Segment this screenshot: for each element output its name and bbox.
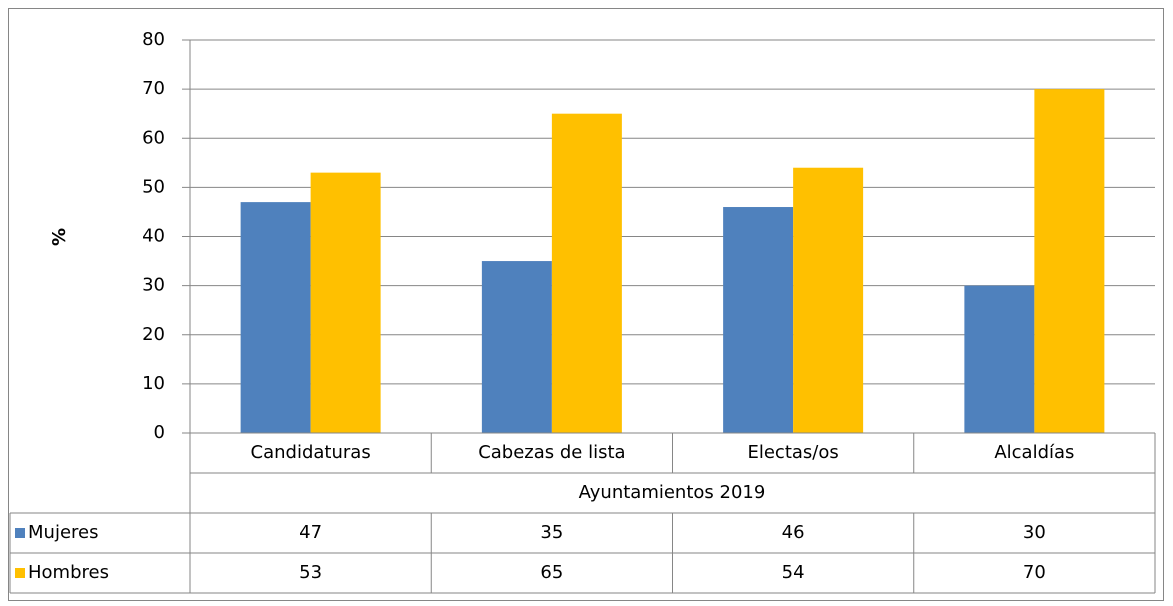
y-tick-label: 80	[142, 29, 165, 50]
bar	[310, 172, 381, 433]
bar	[240, 202, 311, 433]
bar	[1034, 89, 1105, 433]
bar	[964, 285, 1035, 433]
legend-swatch	[15, 568, 25, 578]
table-cell: 65	[540, 562, 563, 583]
table-cell: 70	[1023, 562, 1046, 583]
y-tick-label: 20	[142, 324, 165, 345]
bar	[481, 261, 552, 433]
x-tick-label: Alcaldías	[994, 442, 1074, 463]
x-tick-label: Cabezas de lista	[478, 442, 625, 463]
y-axis-label: %	[49, 228, 70, 246]
y-tick-label: 50	[142, 176, 165, 197]
legend-swatch	[15, 528, 25, 538]
table-cell: 30	[1023, 522, 1046, 543]
y-tick-label: 60	[142, 127, 165, 148]
bar	[793, 167, 864, 433]
x-tick-label: Electas/os	[747, 442, 838, 463]
x-tick-label: Candidaturas	[251, 442, 371, 463]
y-tick-label: 30	[142, 275, 165, 296]
bar	[551, 113, 622, 433]
table-cell: 47	[299, 522, 322, 543]
table-cell: 46	[782, 522, 805, 543]
y-tick-label: 0	[154, 422, 165, 443]
table-cell: 53	[299, 562, 322, 583]
group-label: Ayuntamientos 2019	[579, 482, 766, 503]
table-cell: 35	[540, 522, 563, 543]
legend-label: Hombres	[28, 562, 109, 583]
y-tick-label: 70	[142, 78, 165, 99]
bar	[723, 207, 794, 433]
table-cell: 54	[782, 562, 805, 583]
y-tick-label: 40	[142, 226, 165, 247]
legend-label: Mujeres	[28, 522, 98, 543]
y-tick-label: 10	[142, 373, 165, 394]
